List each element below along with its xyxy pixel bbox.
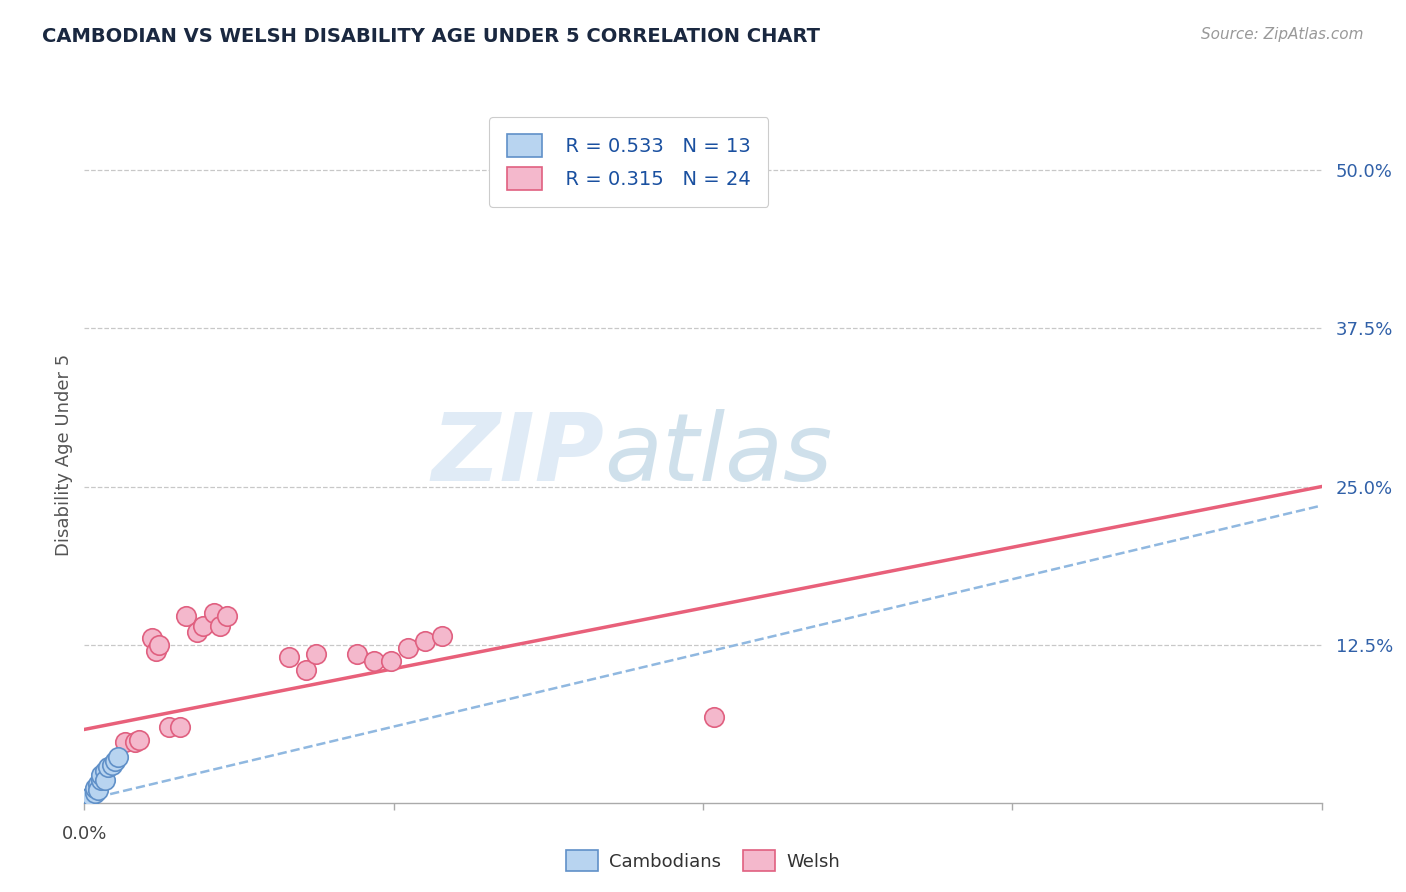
Legend: Cambodians, Welsh: Cambodians, Welsh (558, 843, 848, 879)
Legend:   R = 0.533   N = 13,   R = 0.315   N = 24: R = 0.533 N = 13, R = 0.315 N = 24 (489, 117, 769, 207)
Y-axis label: Disability Age Under 5: Disability Age Under 5 (55, 354, 73, 556)
Text: CAMBODIAN VS WELSH DISABILITY AGE UNDER 5 CORRELATION CHART: CAMBODIAN VS WELSH DISABILITY AGE UNDER … (42, 27, 820, 45)
Text: Source: ZipAtlas.com: Source: ZipAtlas.com (1201, 27, 1364, 42)
Text: ZIP: ZIP (432, 409, 605, 501)
Text: atlas: atlas (605, 409, 832, 500)
Text: 0.0%: 0.0% (62, 825, 107, 843)
